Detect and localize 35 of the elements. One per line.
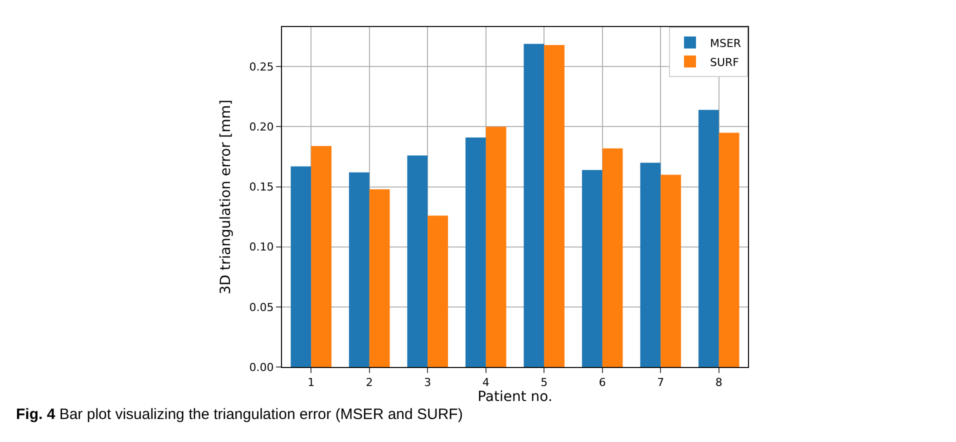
y-tick-label: 0.20: [249, 120, 274, 134]
x-tick-label: 1: [308, 376, 315, 390]
y-tick-label: 0.25: [249, 60, 274, 74]
x-tick-label: 6: [598, 376, 606, 390]
y-tick-label: 0.05: [249, 300, 274, 314]
x-tick-label: 2: [366, 376, 373, 390]
bar: [465, 138, 486, 367]
bar: [544, 45, 565, 367]
bar: [428, 216, 448, 367]
legend-label: MSER: [710, 36, 742, 50]
x-axis-title: Patient no.: [478, 389, 552, 406]
y-tick-label: 0.15: [249, 180, 274, 194]
bar: [640, 162, 661, 367]
y-tick-label: 0.00: [249, 360, 274, 374]
bar: [660, 174, 682, 367]
bar: [311, 146, 332, 367]
x-tick-label: 4: [482, 376, 490, 390]
bar: [369, 189, 390, 367]
x-tick-label: 7: [657, 376, 664, 390]
bar: [582, 170, 602, 367]
bar: [718, 132, 740, 367]
bar: [290, 166, 312, 367]
x-tick-label: 3: [424, 376, 432, 390]
bar: [602, 148, 623, 367]
x-tick-label: 5: [540, 376, 548, 390]
x-tick-label: 8: [715, 376, 722, 390]
text: Fig. 4 Bar plot visualizing the triangulation error (MSER and SURF): [16, 406, 463, 423]
bar: [486, 126, 506, 367]
bar: [698, 110, 719, 367]
y-axis-title: 3D triangulation error [mm]: [218, 100, 234, 294]
bar: [348, 172, 370, 367]
legend-label: SURF: [710, 56, 740, 69]
bar: [407, 156, 428, 367]
bar: [524, 44, 544, 367]
y-tick-label: 0.10: [249, 240, 274, 254]
